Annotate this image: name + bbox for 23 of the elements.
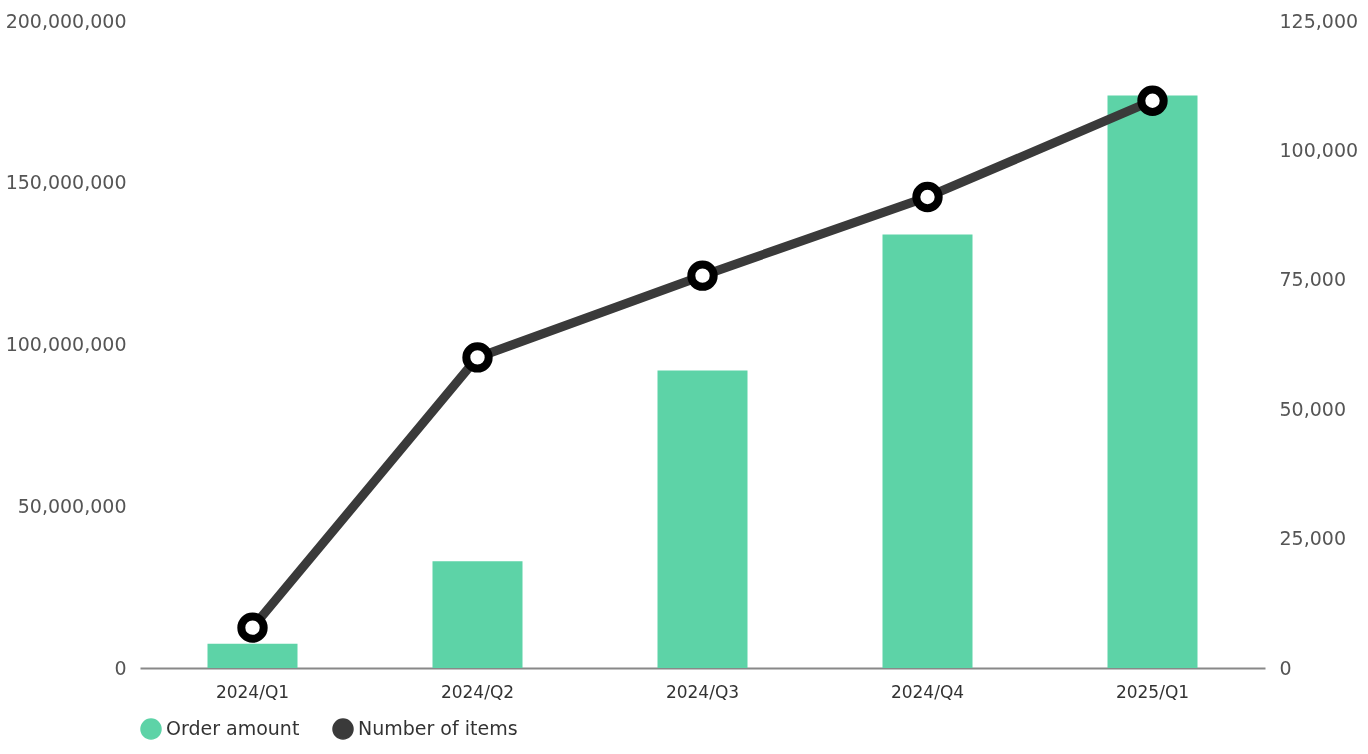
bar [882, 234, 973, 668]
x-tick-label: 2024/Q1 [215, 681, 290, 702]
y-tick-label: 150,000,000 [5, 171, 127, 194]
legend-label: Order amount [166, 717, 300, 739]
legend-label: Number of items [358, 717, 518, 739]
bar [207, 643, 298, 668]
y2-tick-label: 75,000 [1279, 268, 1346, 291]
x-tick-label: 2024/Q2 [440, 681, 515, 702]
y2-tick-label: 50,000 [1279, 397, 1346, 420]
y2-tick-label: 100,000 [1279, 138, 1359, 161]
y-tick-label: 0 [114, 656, 127, 679]
x-tick-label: 2024/Q3 [665, 681, 740, 702]
y2-tick-label: 25,000 [1279, 527, 1346, 550]
y2-tick-label: 0 [1279, 656, 1292, 679]
bar [432, 561, 523, 668]
bar [1107, 95, 1198, 668]
y-tick-label: 100,000,000 [5, 333, 127, 355]
bar [657, 370, 748, 668]
y-tick-label: 50,000,000 [17, 494, 127, 517]
y2-tick-label: 125,000 [1279, 9, 1359, 32]
y-tick-label: 200,000,000 [5, 9, 127, 32]
x-tick-label: 2025/Q1 [1115, 681, 1190, 702]
x-tick-label: 2024/Q4 [890, 681, 965, 702]
